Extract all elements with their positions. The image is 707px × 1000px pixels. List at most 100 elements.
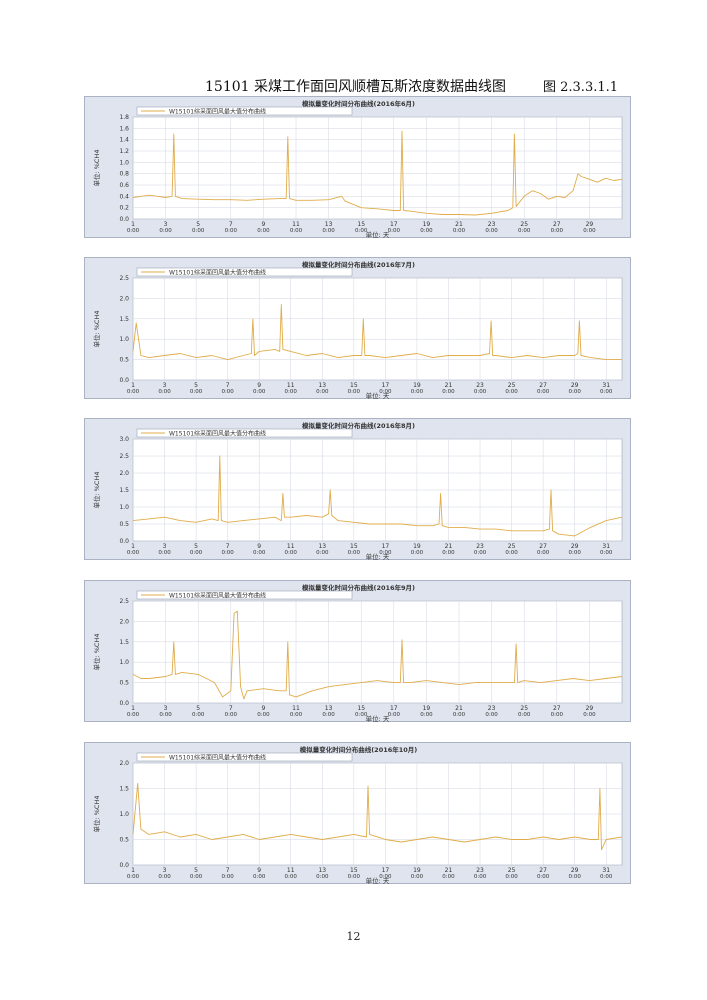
x-tick-time: 0:00	[253, 874, 266, 880]
x-tick-label: 3	[164, 705, 168, 712]
x-tick-time: 0:00	[322, 712, 335, 718]
x-tick-label: 27	[539, 382, 547, 389]
x-tick-label: 5	[196, 221, 200, 228]
x-tick-label: 23	[488, 705, 496, 712]
x-tick-time: 0:00	[316, 389, 329, 395]
x-tick-time: 0:00	[474, 550, 487, 556]
plot-area	[132, 116, 623, 220]
x-axis-label: 单位: 天	[366, 230, 390, 239]
y-tick-label: 1.5	[119, 639, 129, 646]
chart-panel-september: 模拟量变化时间分布曲线(2016年9月) W15101综采面回风最大值分布曲线 0.…	[84, 580, 631, 723]
x-tick-time: 0:00	[192, 228, 205, 234]
x-tick-label: 23	[476, 543, 484, 550]
x-tick-time: 0:00	[322, 228, 335, 234]
x-tick-time: 0:00	[190, 389, 203, 395]
y-tick-label: 2.0	[119, 470, 129, 477]
y-tick-label: 1.0	[119, 659, 129, 666]
x-tick-label: 1	[131, 705, 135, 712]
legend-label: W15101综采面回风最大值分布曲线	[169, 269, 266, 277]
figure-heading: 15101 采煤工作面回风顺槽瓦斯浓度数据曲线图 图 2.3.3.1.1	[0, 76, 707, 96]
x-tick-time: 0:00	[442, 874, 455, 880]
x-tick-label: 17	[390, 221, 398, 228]
x-tick-time: 0:00	[190, 874, 203, 880]
x-tick-label: 9	[257, 382, 261, 389]
x-tick-time: 0:00	[505, 874, 518, 880]
x-tick-time: 0:00	[518, 712, 531, 718]
y-tick-label: 2.5	[119, 598, 129, 605]
x-tick-time: 0:00	[285, 550, 298, 556]
y-tick-label: 1.0	[119, 504, 129, 511]
x-tick-label: 19	[413, 867, 421, 874]
legend: W15101综采面回风最大值分布曲线	[136, 590, 353, 600]
y-tick-label: 0.5	[119, 837, 129, 844]
x-tick-time: 0:00	[253, 389, 266, 395]
x-tick-time: 0:00	[379, 874, 392, 880]
x-tick-time: 0:00	[411, 389, 424, 395]
x-tick-time: 0:00	[600, 389, 613, 395]
x-tick-time: 0:00	[453, 712, 466, 718]
y-tick-label: 0.5	[119, 521, 129, 528]
x-tick-time: 0:00	[568, 550, 581, 556]
x-tick-time: 0:00	[379, 389, 392, 395]
x-tick-time: 0:00	[537, 389, 550, 395]
x-tick-time: 0:00	[221, 389, 234, 395]
x-tick-label: 27	[553, 705, 561, 712]
x-tick-time: 0:00	[158, 550, 171, 556]
x-tick-time: 0:00	[190, 550, 203, 556]
x-tick-label: 9	[261, 705, 265, 712]
x-tick-label: 19	[413, 543, 421, 550]
x-tick-time: 0:00	[474, 389, 487, 395]
x-tick-label: 25	[520, 705, 528, 712]
y-tick-label: 0.4	[119, 193, 129, 200]
x-tick-label: 25	[508, 867, 516, 874]
x-tick-time: 0:00	[388, 228, 401, 234]
x-tick-label: 3	[163, 382, 167, 389]
x-tick-time: 0:00	[505, 389, 518, 395]
x-tick-label: 27	[539, 867, 547, 874]
x-tick-label: 19	[413, 382, 421, 389]
plot-area	[132, 277, 623, 381]
x-tick-label: 23	[476, 867, 484, 874]
x-tick-label: 11	[292, 221, 300, 228]
x-tick-label: 11	[287, 382, 295, 389]
x-tick-time: 0:00	[355, 712, 368, 718]
y-tick-label: 3.0	[119, 436, 129, 443]
y-tick-label: 1.0	[119, 811, 129, 818]
x-tick-label: 29	[586, 705, 594, 712]
legend-box	[136, 267, 353, 277]
x-tick-time: 0:00	[158, 874, 171, 880]
y-tick-label: 1.5	[119, 786, 129, 793]
chart-panel-june: 模拟量变化时间分布曲线(2016年6月) W15101综采面回风最大值分布曲线 0.…	[84, 96, 631, 239]
x-tick-time: 0:00	[485, 712, 498, 718]
x-tick-label: 11	[287, 867, 295, 874]
chart-title: 模拟量变化时间分布曲线(2016年10月)	[300, 745, 418, 754]
x-tick-label: 19	[423, 221, 431, 228]
series-line	[132, 304, 622, 361]
x-tick-label: 1	[131, 867, 135, 874]
legend-box	[136, 428, 353, 438]
x-tick-label: 25	[520, 221, 528, 228]
x-tick-label: 15	[350, 867, 358, 874]
x-tick-label: 17	[382, 543, 390, 550]
y-tick-label: 1.8	[119, 114, 129, 121]
x-tick-time: 0:00	[583, 228, 596, 234]
x-tick-time: 0:00	[285, 874, 298, 880]
figure-label: 图 2.3.3.1.1	[543, 80, 619, 95]
x-tick-time: 0:00	[537, 874, 550, 880]
chart-svg: 模拟量变化时间分布曲线(2016年7月) W15101综采面回风最大值分布曲线 0.…	[92, 260, 623, 400]
x-tick-time: 0:00	[221, 874, 234, 880]
x-tick-time: 0:00	[290, 228, 303, 234]
x-tick-time: 0:00	[127, 389, 140, 395]
x-tick-label: 25	[508, 543, 516, 550]
x-tick-time: 0:00	[316, 550, 329, 556]
legend-label: W15101综采面回风最大值分布曲线	[169, 430, 266, 438]
x-axis-label: 单位: 天	[366, 714, 390, 723]
x-tick-label: 29	[571, 382, 579, 389]
x-tick-label: 21	[455, 705, 463, 712]
x-tick-label: 7	[226, 382, 230, 389]
x-tick-label: 17	[382, 382, 390, 389]
y-tick-label: 1.4	[119, 137, 129, 144]
x-tick-time: 0:00	[537, 550, 550, 556]
x-tick-time: 0:00	[348, 874, 361, 880]
chart-title: 模拟量变化时间分布曲线(2016年6月)	[302, 99, 415, 108]
